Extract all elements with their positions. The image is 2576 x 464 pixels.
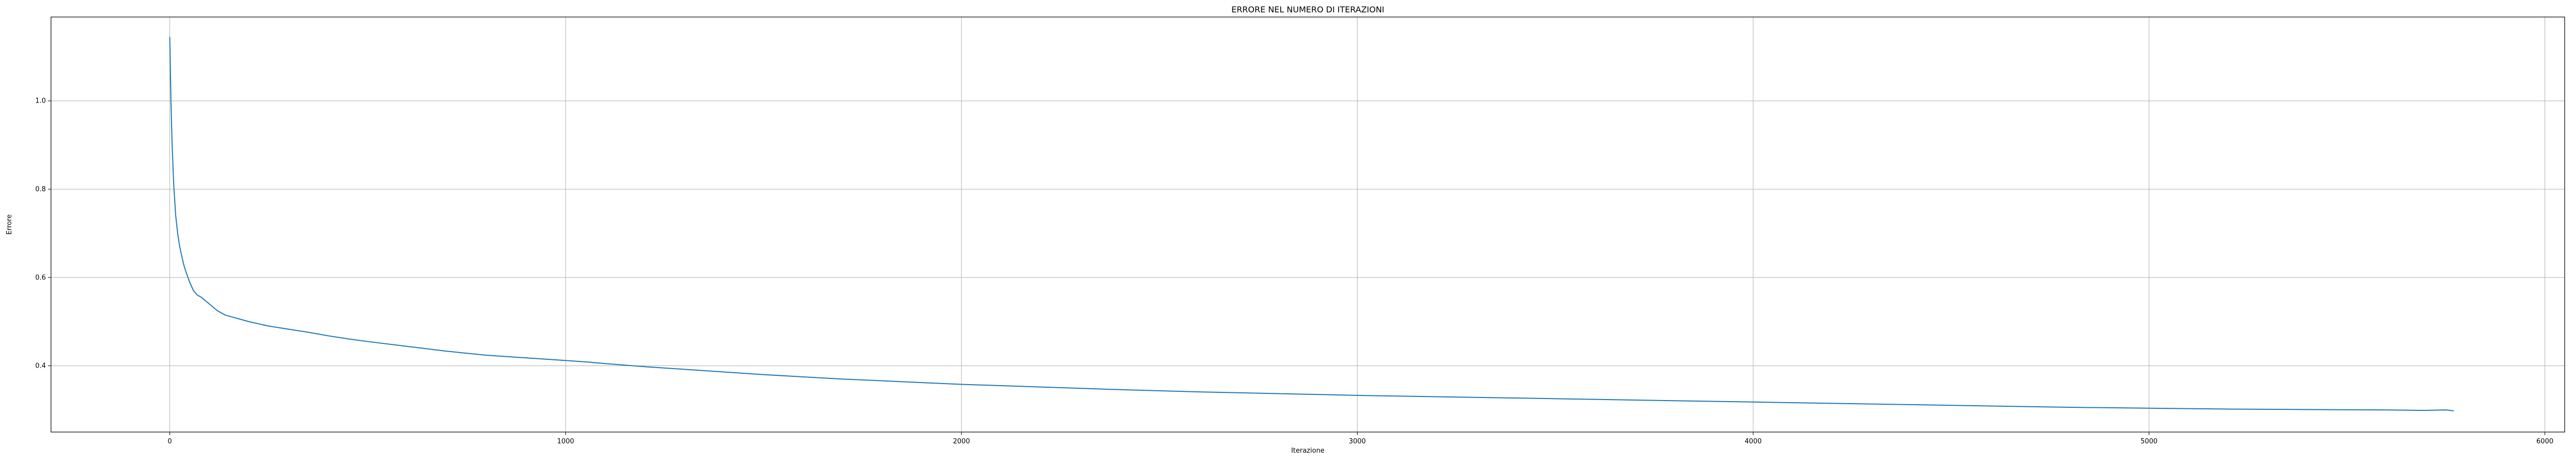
x-tick-label: 4000: [1744, 438, 1761, 445]
y-tick-label: 0.4: [35, 362, 46, 370]
y-tick-label: 0.6: [35, 274, 46, 281]
grid: [51, 17, 2565, 432]
plot-frame: [50, 16, 2565, 433]
ticks: 0 1000 2000 3000 4000 5000 6000 0.4 0.6 0.8 1.0: [35, 97, 2553, 445]
x-tick-label: 3000: [1349, 438, 1366, 445]
y-tick-label: 0.8: [35, 186, 46, 193]
x-tick-label: 0: [167, 438, 172, 445]
series-layer: [169, 37, 2454, 411]
x-tick-label: 6000: [2536, 438, 2553, 445]
y-tick-label: 1.0: [35, 97, 46, 105]
x-tick-label: 1000: [557, 438, 574, 445]
y-axis-label: Errore: [6, 214, 13, 235]
x-tick-label: 5000: [2141, 438, 2158, 445]
x-axis-label: Iterazione: [1291, 447, 1325, 455]
series-line: [169, 37, 2454, 411]
chart-title: ERRORE NEL NUMERO DI ITERAZIONI: [1231, 5, 1384, 14]
x-tick-label: 2000: [953, 438, 970, 445]
